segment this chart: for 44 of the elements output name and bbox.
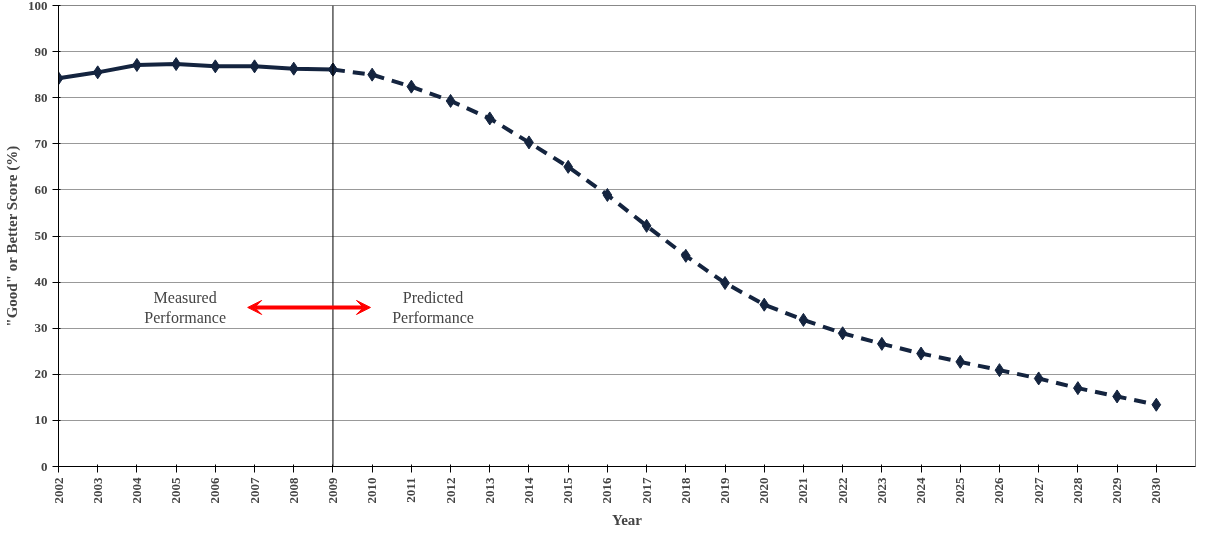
x-tick-label: 2015: [560, 477, 576, 504]
x-tick-label: 2002: [50, 477, 66, 504]
x-tick-label: 2022: [834, 477, 850, 504]
x-tick-label: 2018: [677, 477, 693, 504]
y-tick-label: 10: [34, 412, 48, 428]
y-tick-label: 80: [34, 89, 48, 105]
x-tick-label: 2017: [638, 477, 654, 504]
x-tick-label: 2019: [717, 477, 733, 504]
x-tick-label: 2027: [1030, 477, 1046, 504]
x-tick-label: 2025: [952, 477, 968, 504]
x-tick-label: 2006: [207, 477, 223, 504]
x-tick-label: 2026: [991, 477, 1007, 504]
x-tick-label: 2010: [364, 477, 380, 504]
x-tick-label: 2007: [246, 477, 262, 504]
x-tick-label: 2014: [520, 477, 536, 504]
y-tick-label: 70: [34, 135, 48, 151]
y-tick-label: 40: [34, 274, 48, 290]
x-tick-label: 2012: [442, 477, 458, 504]
y-tick-label: 100: [28, 0, 48, 13]
x-tick-label: 2028: [1069, 477, 1085, 504]
x-tick-label: 2005: [168, 477, 184, 504]
y-tick-label: 90: [34, 43, 48, 59]
x-tick-label: 2029: [1109, 477, 1125, 504]
y-tick-label: 20: [34, 366, 48, 382]
x-tick-label: 2021: [795, 477, 811, 504]
x-tick-label: 2004: [128, 477, 144, 504]
x-tick-label: 2024: [913, 477, 929, 504]
y-tick-label: 30: [34, 320, 48, 336]
x-tick-label: 2030: [1148, 477, 1164, 504]
y-tick-label: 0: [41, 458, 48, 474]
x-axis-title: Year: [612, 511, 643, 528]
x-tick-label: 2003: [89, 477, 105, 504]
y-tick-label: 50: [34, 228, 48, 243]
x-tick-label: 2009: [324, 477, 340, 504]
annotation: Measured Performance: [144, 288, 227, 327]
x-tick-label: 2023: [873, 477, 889, 504]
x-tick-label: 2011: [403, 477, 419, 503]
x-tick-label: 2016: [599, 477, 615, 504]
x-tick-label: 2020: [756, 477, 772, 504]
y-tick-label: 60: [34, 181, 48, 197]
x-tick-label: 2008: [285, 477, 301, 504]
annotation: Predicted Performance: [392, 288, 474, 327]
y-axis-title: "Good" or Better Score (%): [4, 145, 21, 327]
x-tick-label: 2013: [481, 477, 497, 504]
